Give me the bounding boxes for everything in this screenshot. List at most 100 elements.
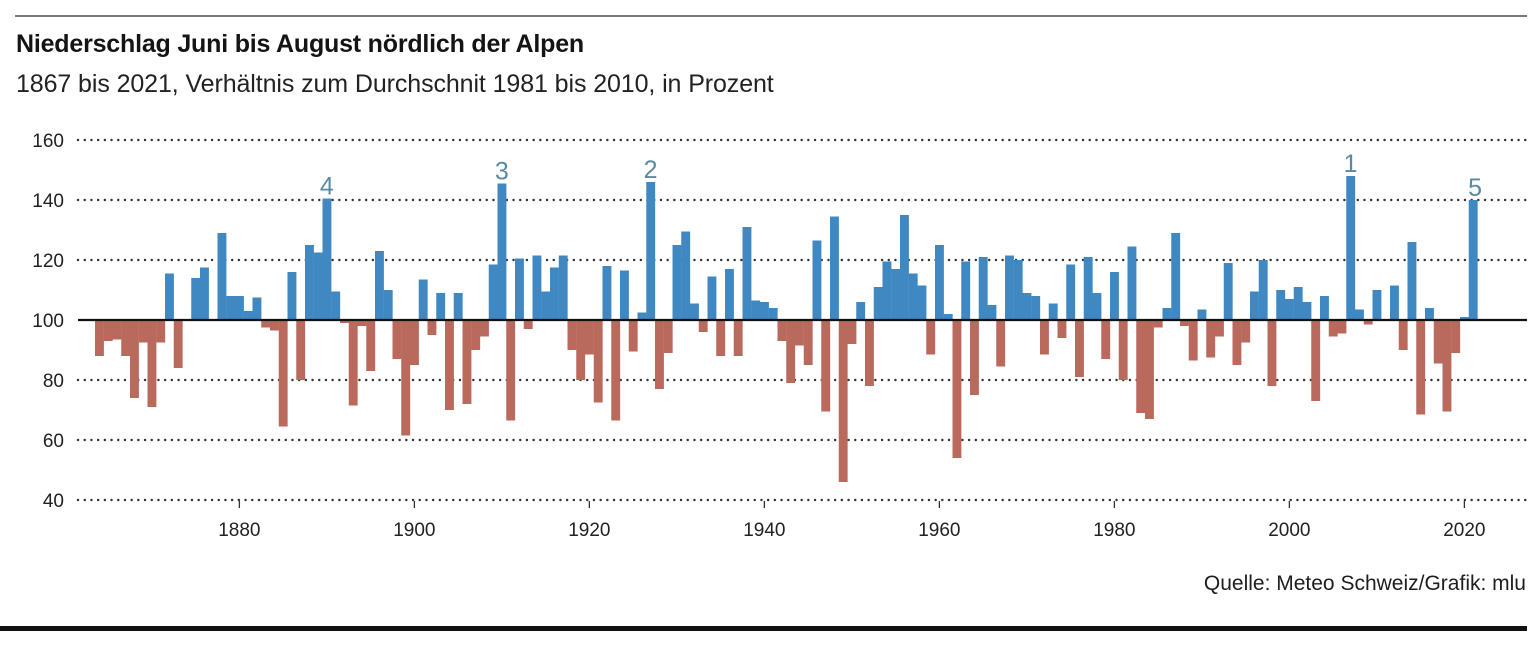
bar-1950	[847, 320, 857, 344]
bar-1992	[1215, 320, 1224, 337]
rank-label-1: 1	[1344, 150, 1358, 178]
bar-1984	[1145, 320, 1154, 419]
bar-1888	[305, 245, 314, 320]
bar-1897	[383, 290, 393, 320]
bar-1902	[427, 320, 437, 335]
bottom-rule	[0, 626, 1527, 631]
bar-2008	[1355, 309, 1364, 320]
bar-1933	[698, 320, 708, 332]
bar-1964	[970, 320, 979, 395]
bar-1912	[515, 258, 524, 320]
bar-1970	[1022, 293, 1032, 320]
bar-1914	[532, 255, 542, 320]
bar-1901	[418, 279, 428, 320]
bar-1869	[138, 320, 148, 343]
bar-2003	[1311, 320, 1321, 401]
bar-2018	[1442, 320, 1452, 412]
bar-1913	[523, 320, 533, 329]
bar-2021	[1468, 200, 1478, 320]
rank-label-2: 2	[644, 156, 658, 184]
bar-1983	[1136, 320, 1146, 413]
bar-1945	[803, 320, 813, 365]
rank-label-3: 3	[495, 158, 509, 186]
bar-2012	[1390, 285, 1399, 320]
bar-1965	[978, 257, 988, 320]
bar-1886	[287, 272, 297, 320]
bar-1955	[891, 269, 901, 320]
bar-1903	[436, 293, 446, 320]
bar-1907	[471, 320, 481, 350]
bar-1918	[567, 320, 577, 350]
x-tick-label: 1920	[568, 520, 610, 541]
x-tick-label: 1880	[218, 520, 260, 541]
bar-1881	[243, 311, 253, 320]
bar-1939	[751, 300, 761, 320]
bar-1872	[165, 273, 174, 320]
source-credit: Quelle: Meteo Schweiz/Grafik: mlu	[1203, 572, 1526, 595]
bar-2002	[1302, 302, 1312, 320]
bar-2005	[1328, 320, 1338, 337]
bar-1882	[252, 297, 262, 320]
bar-2017	[1433, 320, 1443, 364]
bar-2007	[1346, 176, 1356, 320]
bar-1873	[173, 320, 183, 368]
bar-1944	[795, 320, 804, 346]
bar-1871	[156, 320, 166, 343]
bar-1977	[1083, 257, 1093, 320]
bar-1999	[1276, 290, 1286, 320]
y-tick-label: 100	[32, 311, 64, 332]
bar-1931	[681, 231, 691, 320]
bar-1930	[672, 245, 682, 320]
bar-1904	[445, 320, 454, 410]
bar-1865	[103, 320, 113, 341]
bar-1971	[1031, 296, 1041, 320]
bar-1954	[882, 261, 892, 320]
bar-1960	[935, 245, 944, 320]
bar-1893	[348, 320, 358, 406]
rank-label-5: 5	[1468, 174, 1482, 202]
bar-2004	[1320, 296, 1329, 320]
bar-1966	[987, 305, 997, 320]
bar-1920	[585, 320, 594, 355]
bar-2006	[1337, 320, 1347, 334]
bar-1896	[375, 251, 384, 320]
bar-1909	[488, 264, 498, 320]
y-axis: 160 140 120 100 80 60 40	[32, 131, 64, 512]
bar-1969	[1013, 260, 1023, 320]
bar-1915	[541, 291, 551, 320]
bar-1962	[952, 320, 962, 458]
bar-1887	[296, 320, 306, 380]
bar-2014	[1407, 242, 1417, 320]
bar-1906	[462, 320, 472, 404]
bar-1963	[961, 261, 971, 320]
bar-1956	[900, 215, 909, 320]
x-tick-label: 1960	[918, 520, 960, 541]
bar-1894	[357, 320, 367, 326]
bar-1972	[1040, 320, 1049, 355]
x-tick-label: 1900	[393, 520, 435, 541]
bars	[95, 176, 1478, 482]
rank-label-4: 4	[320, 173, 334, 201]
chart-subtitle: 1867 bis 2021, Verhältnis zum Durchschni…	[16, 70, 774, 98]
bar-1996	[1250, 291, 1259, 320]
bar-1908	[480, 320, 489, 337]
y-tick-label: 140	[32, 191, 64, 212]
bar-2013	[1398, 320, 1408, 350]
x-tick-label: 1980	[1093, 520, 1135, 541]
bar-1976	[1075, 320, 1084, 377]
y-tick-label: 60	[43, 431, 64, 452]
bar-1958	[917, 285, 927, 320]
bar-1967	[996, 320, 1006, 367]
bar-1868	[130, 320, 139, 398]
bar-1957	[908, 273, 918, 320]
bar-1921	[593, 320, 603, 403]
bar-1910	[497, 183, 507, 320]
bar-1924	[620, 270, 629, 320]
bar-1982	[1127, 246, 1137, 320]
bar-1878	[217, 233, 227, 320]
bar-1952	[865, 320, 874, 386]
bar-1941	[768, 308, 778, 320]
bar-1990	[1197, 309, 1207, 320]
bar-1991	[1206, 320, 1216, 358]
